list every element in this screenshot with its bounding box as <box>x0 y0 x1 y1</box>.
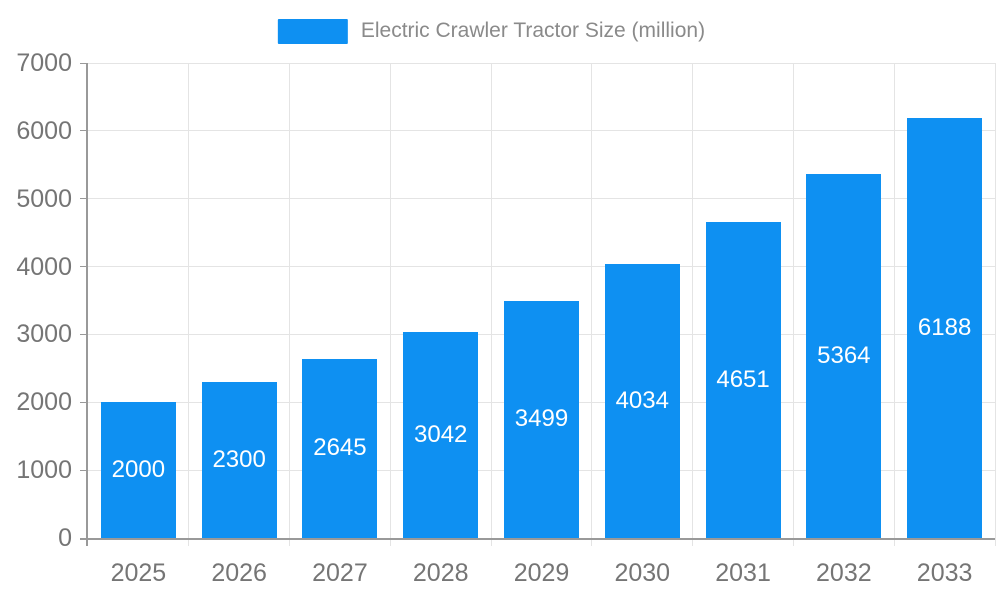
y-axis-tick <box>80 469 88 471</box>
x-axis-tick <box>893 538 895 546</box>
y-axis-tick <box>80 333 88 335</box>
y-gridline <box>88 266 995 268</box>
x-gridline <box>893 63 895 538</box>
bar-2029[interactable]: 3499 <box>504 300 579 538</box>
x-axis-tick <box>591 538 593 546</box>
y-axis-label: 4000 <box>16 252 72 281</box>
y-axis-tick <box>80 130 88 132</box>
bar-value-label: 6188 <box>917 314 972 342</box>
y-gridline <box>88 62 995 64</box>
x-axis-tick <box>994 538 996 546</box>
x-axis-label: 2026 <box>211 559 267 587</box>
bar-2030[interactable]: 4034 <box>604 264 680 538</box>
y-gridline <box>88 130 995 132</box>
x-axis-line <box>80 538 995 540</box>
bar-2028[interactable]: 3042 <box>403 331 479 538</box>
bar-2032[interactable]: 5364 <box>806 174 882 538</box>
x-axis-label: 2025 <box>110 559 167 587</box>
y-axis-tick <box>80 266 88 268</box>
legend-label: Electric Crawler Tractor Size (million) <box>360 19 706 42</box>
x-gridline <box>591 63 593 538</box>
x-axis-tick <box>792 538 794 546</box>
bar-2027[interactable]: 2645 <box>302 358 378 538</box>
x-axis-tick <box>692 538 694 546</box>
y-axis-label: 1000 <box>16 456 72 485</box>
y-axis-label: 3000 <box>16 320 72 349</box>
x-gridline <box>188 63 190 538</box>
y-axis-label: 0 <box>58 524 72 552</box>
x-gridline <box>289 63 291 538</box>
y-gridline <box>88 198 995 200</box>
x-axis-label: 2031 <box>715 559 771 587</box>
bar-2031[interactable]: 4651 <box>705 222 781 538</box>
x-gridline <box>389 63 391 538</box>
legend[interactable]: Electric Crawler Tractor Size (million) <box>277 17 706 45</box>
x-gridline <box>792 63 794 538</box>
bar-value-label: 2645 <box>313 434 367 462</box>
legend-swatch <box>277 18 348 44</box>
x-gridline <box>994 63 996 538</box>
x-axis-tick <box>389 538 391 546</box>
x-axis-label: 2029 <box>513 559 570 587</box>
x-gridline <box>490 63 492 538</box>
y-axis-label: 7000 <box>16 49 72 77</box>
x-axis-tick <box>289 538 291 546</box>
x-axis-tick <box>490 538 492 546</box>
y-axis-label: 6000 <box>16 116 72 145</box>
bar-2025[interactable]: 2000 <box>100 402 176 538</box>
y-axis-label: 2000 <box>16 388 72 417</box>
x-axis-label: 2028 <box>412 559 469 587</box>
bar-value-label: 2300 <box>212 445 266 473</box>
bar-2026[interactable]: 2300 <box>201 381 277 538</box>
bar-value-label: 5364 <box>817 341 871 369</box>
y-axis-line <box>86 63 88 546</box>
x-axis-label: 2033 <box>916 559 973 587</box>
bar-value-label: 2000 <box>111 456 166 484</box>
bar-value-label: 4034 <box>615 387 669 415</box>
y-axis-tick <box>80 198 88 200</box>
bar-value-label: 3042 <box>414 420 468 448</box>
y-axis-label: 5000 <box>16 184 72 213</box>
x-axis-tick <box>188 538 190 546</box>
x-gridline <box>692 63 694 538</box>
y-axis-tick <box>80 62 88 64</box>
x-axis-label: 2032 <box>816 559 872 587</box>
y-axis-tick <box>80 401 88 403</box>
x-axis-label: 2027 <box>312 559 368 587</box>
bar-2033[interactable]: 6188 <box>907 118 983 538</box>
x-axis-label: 2030 <box>614 559 671 587</box>
bar-value-label: 3499 <box>514 405 569 433</box>
bar-value-label: 4651 <box>716 366 770 394</box>
